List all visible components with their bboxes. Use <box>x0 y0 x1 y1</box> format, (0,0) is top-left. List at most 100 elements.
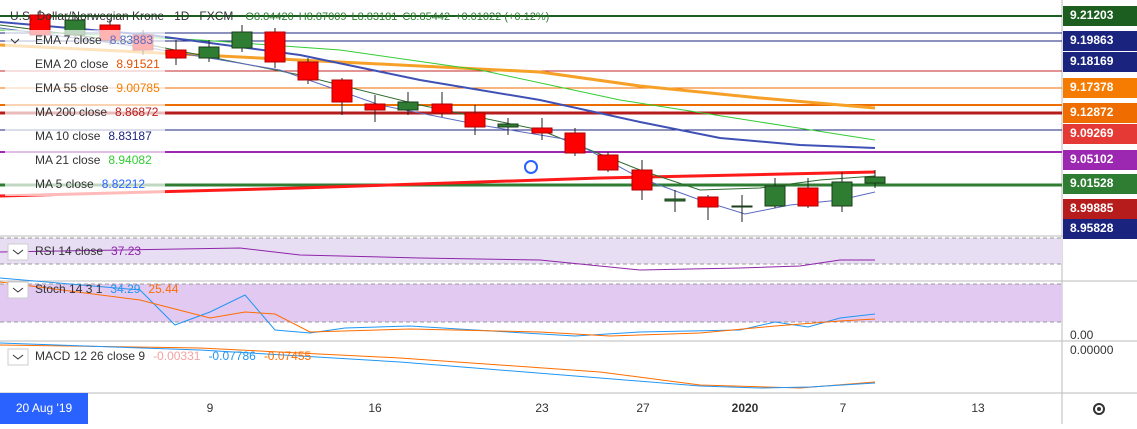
pane-name: Stoch 14 3 1 <box>35 282 103 296</box>
stoch-axis-label: 0.00 <box>1070 328 1094 342</box>
ohlc-high: H8.87009 <box>299 11 347 23</box>
candle-body <box>631 169 653 191</box>
indicator-name: MA 200 close <box>35 105 107 119</box>
stoch-d <box>0 281 876 337</box>
price-label-bg <box>1063 199 1137 219</box>
time-label: 7 <box>840 401 847 415</box>
candle-body <box>198 46 220 59</box>
pane-toggle[interactable] <box>7 281 29 299</box>
legend-entry: MA 5 close 8.82212 <box>35 177 145 191</box>
price-label-bg <box>1063 31 1137 51</box>
indicator-value: 8.83883 <box>110 33 154 47</box>
indicator-name: MA 10 close <box>35 129 101 143</box>
date-badge <box>0 393 88 424</box>
price-label: 9.05102 <box>1070 152 1114 166</box>
pane-value: 34.29 <box>110 282 140 296</box>
settings-button[interactable] <box>1093 403 1105 415</box>
indicator-name: EMA 7 close <box>35 33 102 47</box>
interval: 1D <box>174 9 190 23</box>
time-label: 23 <box>535 401 549 415</box>
indicator-value: 8.94082 <box>108 153 152 167</box>
pane-legends: RSI 14 close 37.23 Stoch 14 3 1 34.29 25.44 M… <box>7 243 312 366</box>
indicator-value: 8.83187 <box>108 129 152 143</box>
pane-legend: Stoch 14 3 1 34.29 25.44 <box>35 282 179 296</box>
pane-toggle-icon[interactable] <box>12 249 24 255</box>
candle-body <box>297 61 319 81</box>
price-axis: 9.21203 9.19863 9.18169 9.17378 9.12872 9.092… <box>1063 6 1137 239</box>
exchange: FXCM <box>199 9 233 23</box>
pane-value: 25.44 <box>148 282 178 296</box>
candle-body <box>564 132 586 154</box>
candle-body <box>464 112 486 128</box>
settings-icon[interactable] <box>1093 403 1105 415</box>
time-label: 13 <box>971 401 985 415</box>
candle-body <box>431 103 453 114</box>
candle-body <box>397 101 419 111</box>
pane-name: RSI 14 close <box>35 244 103 258</box>
stoch-k <box>0 277 876 337</box>
candle-body <box>231 31 253 49</box>
ema55-line <box>0 29 876 141</box>
legend-toggle[interactable] <box>10 38 20 44</box>
ohlc-open: O8.84420 <box>245 11 293 23</box>
date-badge-text: 20 Aug '19 <box>16 401 73 415</box>
level-lines <box>0 15 1062 187</box>
candle-body <box>264 31 286 63</box>
legend-bg <box>5 30 165 196</box>
price-label: 8.95828 <box>1070 221 1114 235</box>
pane-legend: MACD 12 26 close 9 -0.00331 -0.07786 -0.074… <box>35 349 312 363</box>
legend-entry: MA 200 close 8.86872 <box>35 105 159 119</box>
candle-body <box>731 205 753 208</box>
price-label: 9.21203 <box>1070 8 1114 22</box>
candle-body <box>497 123 519 128</box>
legend-entry: EMA 7 close 8.83883 <box>35 33 153 47</box>
pane-toggle[interactable] <box>7 348 29 366</box>
candle-body <box>331 79 353 103</box>
indicator-value: 8.82212 <box>102 177 146 191</box>
pane-value: -0.00331 <box>153 349 201 363</box>
price-label-bg <box>1063 219 1137 239</box>
ohlc-low: L8.83181 <box>351 11 397 23</box>
ohlc-change: +0.01022 (+0.12%) <box>455 11 549 23</box>
time-axis: 9 16 23 27 2020 7 13 <box>207 401 985 415</box>
indicator-name: EMA 55 close <box>35 81 109 95</box>
price-label: 9.12872 <box>1070 105 1114 119</box>
candle-body <box>764 185 786 207</box>
candle-body <box>831 181 853 207</box>
pane-toggle-icon[interactable] <box>12 354 24 360</box>
legend-entry: MA 10 close 8.83187 <box>35 129 152 143</box>
pane-name: MACD 12 26 close 9 <box>35 349 145 363</box>
candle-body <box>664 198 686 202</box>
indicator-name: MA 21 close <box>35 153 101 167</box>
price-label-bg <box>1063 52 1137 72</box>
pane-toggle-icon[interactable] <box>12 287 24 293</box>
macd-axis-label: 0.00000 <box>1070 343 1114 357</box>
price-label: 9.19863 <box>1070 33 1114 47</box>
price-label-bg <box>1063 78 1137 98</box>
candle-body <box>864 176 886 184</box>
price-label: 8.99885 <box>1070 201 1114 215</box>
indicator-name: MA 5 close <box>35 177 94 191</box>
price-label-bg <box>1063 103 1137 123</box>
ema7-line <box>0 21 876 149</box>
price-label: 9.17378 <box>1070 80 1114 94</box>
price-label-bg <box>1063 174 1137 194</box>
ma21-line <box>0 24 876 191</box>
time-label: 16 <box>368 401 382 415</box>
price-label: 9.18169 <box>1070 54 1114 68</box>
legend-entry: MA 21 close 8.94082 <box>35 153 152 167</box>
time-label: 27 <box>636 401 650 415</box>
indicator-value: 8.86872 <box>115 105 159 119</box>
candle-body <box>364 103 386 111</box>
settings-icon-center[interactable] <box>1097 407 1101 411</box>
pane-toggle[interactable] <box>7 243 29 261</box>
legend-entry: EMA 55 close 9.00785 <box>35 81 160 95</box>
time-label: 2020 <box>732 401 759 415</box>
price-label-bg <box>1063 124 1137 144</box>
crosshair-handle[interactable] <box>524 160 538 174</box>
candle-body <box>697 196 719 208</box>
candle-body <box>531 127 553 134</box>
candle-body <box>597 154 619 171</box>
